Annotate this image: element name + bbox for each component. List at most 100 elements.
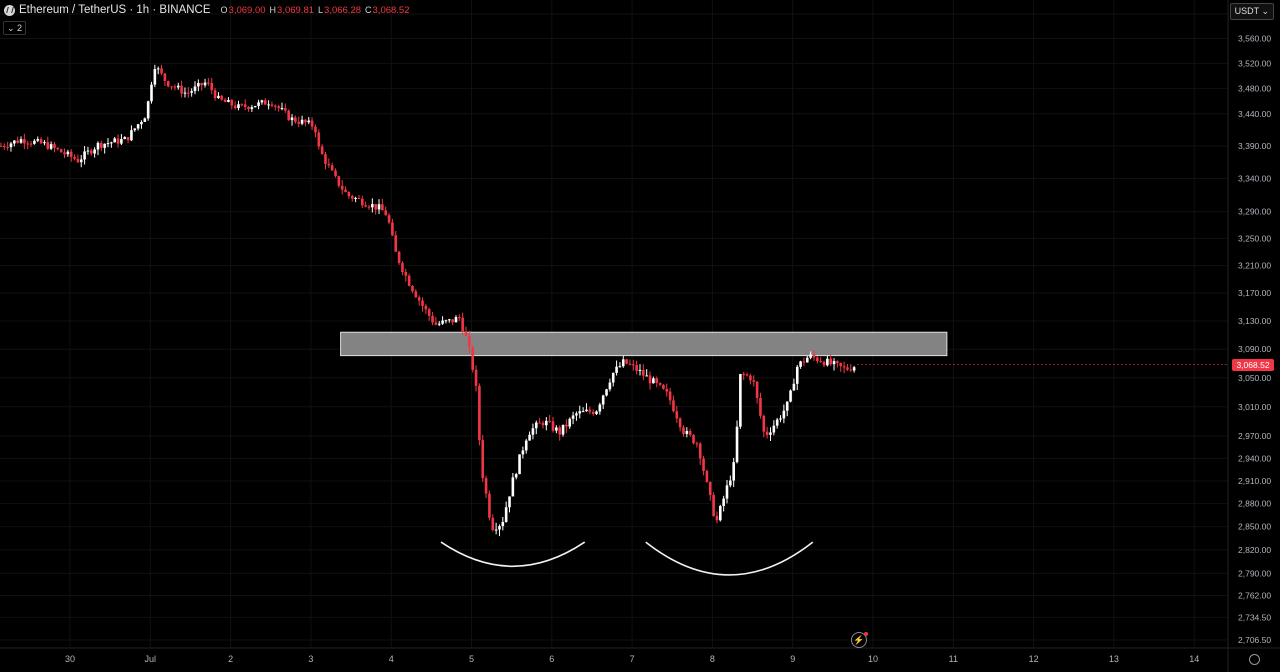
candle-body	[43, 142, 46, 144]
time-tick-label: 11	[949, 654, 958, 664]
candle-body	[29, 143, 33, 145]
gridlines	[0, 0, 1228, 648]
candle-body	[575, 413, 578, 416]
candle-body	[471, 347, 475, 370]
candle-body	[431, 315, 434, 323]
high-value: 3,069.81	[277, 4, 315, 16]
candle-body	[809, 354, 812, 358]
candle-body	[678, 418, 682, 428]
candle-body	[434, 322, 438, 325]
high-label: H	[269, 5, 277, 15]
candle-body	[581, 411, 585, 413]
time-axis[interactable]: 30 Jul 2 3 4 5 6 7 8 9 10 11 12 13 14	[0, 647, 1280, 664]
candle-body	[642, 369, 645, 376]
gear-icon[interactable]	[1249, 654, 1260, 665]
candle-body	[652, 378, 655, 384]
candle-body	[230, 100, 234, 106]
candle-body	[284, 108, 287, 111]
time-tick-label: 13	[1109, 654, 1119, 664]
candle-body	[287, 110, 290, 121]
candle-body	[611, 372, 615, 383]
candle-body	[618, 366, 622, 368]
candle-body	[317, 132, 321, 147]
candle-body	[59, 149, 63, 153]
lightning-icon[interactable]: ⚡	[851, 632, 868, 648]
candle-body	[183, 92, 187, 94]
candle-body	[340, 185, 344, 190]
last-price-tag: 3,068.52	[1232, 358, 1274, 371]
candle-body	[200, 83, 203, 86]
candle-body	[765, 431, 769, 435]
candle-body	[337, 176, 341, 186]
candle-body	[39, 139, 43, 144]
candle-body	[367, 206, 371, 208]
candle-body	[357, 197, 361, 199]
candle-body	[411, 285, 414, 292]
price-tick-label: 2,940.00	[1238, 453, 1271, 463]
candle-body	[394, 235, 398, 252]
candle-body	[836, 361, 839, 363]
candle-body	[294, 117, 297, 122]
candle-body	[444, 320, 448, 322]
candle-body	[46, 142, 50, 149]
candle-body	[120, 139, 123, 144]
candle-body	[100, 142, 103, 148]
candle-body	[2, 145, 6, 147]
candle-body	[665, 388, 669, 392]
candle-body	[267, 104, 270, 106]
indicators-collapse-button[interactable]: ⌄ 2	[3, 21, 27, 35]
candle-body	[250, 107, 254, 109]
candle-body	[93, 149, 96, 154]
candle-body	[280, 108, 284, 110]
candle-body	[605, 389, 608, 396]
candle-body	[237, 104, 240, 109]
candle-body	[478, 385, 481, 441]
candle-body	[116, 138, 120, 144]
candle-body	[615, 366, 618, 373]
time-tick-label: 6	[549, 654, 554, 664]
candle-body	[344, 189, 347, 193]
candle-body	[113, 138, 117, 143]
close-value: 3,068.52	[372, 4, 410, 16]
candle-body	[377, 204, 381, 210]
candle-body	[571, 415, 575, 419]
candle-body	[819, 361, 822, 363]
candle-body	[565, 424, 568, 427]
price-tick-label: 3,050.00	[1238, 373, 1271, 383]
candle-body	[451, 319, 454, 323]
symbol-title[interactable]: Ethereum / TetherUS · 1h · BINANCE	[19, 4, 211, 16]
price-axis[interactable]: 3,600.003,560.003,520.003,480.003,440.00…	[1227, 0, 1271, 672]
candle-body	[314, 126, 317, 133]
candle-body	[832, 361, 836, 365]
time-tick-label: 3	[308, 654, 313, 664]
candle-body	[829, 358, 833, 365]
candle-body	[447, 319, 451, 321]
candle-body	[695, 443, 699, 445]
candle-body	[632, 364, 635, 366]
candle-body	[812, 354, 816, 358]
candle-body	[712, 495, 715, 517]
candle-body	[692, 434, 695, 444]
support-arc	[645, 541, 814, 576]
candle-body	[263, 100, 267, 105]
candle-body	[541, 422, 545, 426]
price-tick-label: 2,706.50	[1238, 635, 1271, 645]
support-arcs[interactable]	[440, 541, 814, 576]
resistance-zone[interactable]	[340, 331, 948, 357]
currency-selector[interactable]: USDT ⌄	[1229, 3, 1274, 20]
candle-body	[491, 517, 495, 530]
time-tick-label: 14	[1189, 654, 1199, 664]
candle-body	[521, 450, 525, 455]
candle-body	[732, 462, 735, 481]
candle-body	[190, 91, 193, 93]
chart-legend-header: Ethereum / TetherUS · 1h · BINANCE O 3,06…	[4, 4, 410, 16]
time-tick-label: Jul	[145, 654, 157, 664]
candle-body	[123, 137, 127, 140]
candle-body	[404, 271, 408, 276]
candle-body	[407, 275, 411, 286]
time-tick-label: 4	[389, 654, 394, 664]
candle-body	[213, 90, 217, 99]
candle-body	[334, 170, 337, 177]
candle-body	[327, 163, 331, 166]
